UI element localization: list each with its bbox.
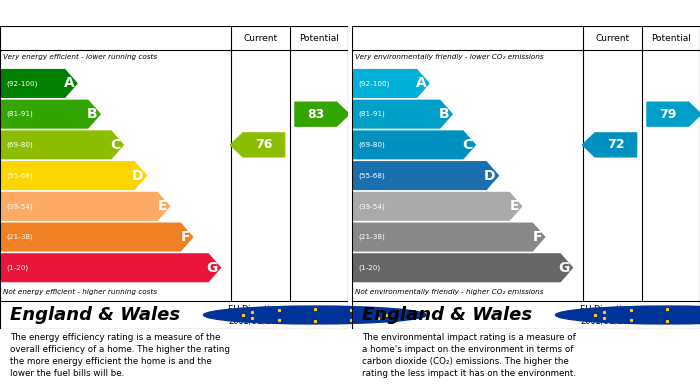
Circle shape	[556, 306, 700, 324]
Text: (1-20): (1-20)	[6, 265, 29, 271]
Polygon shape	[354, 223, 545, 251]
Text: (21-38): (21-38)	[6, 234, 34, 240]
Text: Potential: Potential	[651, 34, 691, 43]
Text: Not energy efficient - higher running costs: Not energy efficient - higher running co…	[4, 289, 158, 295]
Text: D: D	[132, 169, 144, 183]
Text: D: D	[484, 169, 496, 183]
Polygon shape	[1, 70, 77, 97]
Polygon shape	[1, 131, 123, 159]
Polygon shape	[1, 254, 220, 282]
Text: Not environmentally friendly - higher CO₂ emissions: Not environmentally friendly - higher CO…	[356, 289, 544, 295]
Polygon shape	[582, 133, 636, 157]
Text: EU Directive
2002/91/EC: EU Directive 2002/91/EC	[228, 305, 280, 325]
Text: 79: 79	[659, 108, 676, 121]
Text: Very energy efficient - lower running costs: Very energy efficient - lower running co…	[4, 54, 158, 59]
Polygon shape	[647, 102, 700, 126]
Text: (21-38): (21-38)	[358, 234, 386, 240]
Polygon shape	[230, 133, 285, 157]
Text: B: B	[87, 107, 97, 121]
Text: (55-68): (55-68)	[358, 172, 386, 179]
Text: A: A	[64, 76, 74, 90]
Circle shape	[204, 306, 426, 324]
Text: G: G	[559, 261, 570, 275]
Text: (92-100): (92-100)	[6, 80, 38, 87]
Text: 83: 83	[307, 108, 324, 121]
Text: C: C	[110, 138, 120, 152]
Text: B: B	[439, 107, 449, 121]
Text: C: C	[462, 138, 472, 152]
Polygon shape	[354, 100, 452, 128]
Polygon shape	[1, 192, 169, 220]
Text: (39-54): (39-54)	[358, 203, 386, 210]
Polygon shape	[354, 70, 429, 97]
Text: Current: Current	[596, 34, 630, 43]
Text: 72: 72	[607, 138, 624, 151]
Text: Environmental Impact (CO₂) Rating: Environmental Impact (CO₂) Rating	[363, 7, 624, 20]
Text: F: F	[533, 230, 542, 244]
Text: (81-91): (81-91)	[6, 111, 34, 117]
Polygon shape	[1, 223, 193, 251]
Text: (92-100): (92-100)	[358, 80, 390, 87]
Text: England & Wales: England & Wales	[363, 306, 533, 324]
Text: The energy efficiency rating is a measure of the
overall efficiency of a home. T: The energy efficiency rating is a measur…	[10, 334, 230, 378]
Text: (81-91): (81-91)	[358, 111, 386, 117]
Polygon shape	[1, 100, 100, 128]
Text: England & Wales: England & Wales	[10, 306, 181, 324]
Text: EU Directive
2002/91/EC: EU Directive 2002/91/EC	[580, 305, 632, 325]
Text: E: E	[158, 199, 167, 213]
Text: Energy Efficiency Rating: Energy Efficiency Rating	[10, 7, 194, 20]
Text: (69-80): (69-80)	[358, 142, 386, 148]
Text: The environmental impact rating is a measure of
a home's impact on the environme: The environmental impact rating is a mea…	[363, 334, 576, 378]
Polygon shape	[1, 162, 146, 189]
Text: E: E	[510, 199, 519, 213]
Text: Potential: Potential	[299, 34, 339, 43]
Text: (69-80): (69-80)	[6, 142, 34, 148]
Text: A: A	[415, 76, 426, 90]
Polygon shape	[354, 254, 573, 282]
Text: F: F	[181, 230, 190, 244]
Polygon shape	[354, 192, 522, 220]
Text: (55-68): (55-68)	[6, 172, 34, 179]
Polygon shape	[354, 162, 498, 189]
Text: Very environmentally friendly - lower CO₂ emissions: Very environmentally friendly - lower CO…	[356, 54, 544, 59]
Text: (1-20): (1-20)	[358, 265, 381, 271]
Polygon shape	[354, 131, 475, 159]
Text: (39-54): (39-54)	[6, 203, 34, 210]
Text: 76: 76	[255, 138, 272, 151]
Text: Current: Current	[244, 34, 278, 43]
Text: G: G	[206, 261, 218, 275]
Polygon shape	[295, 102, 349, 126]
